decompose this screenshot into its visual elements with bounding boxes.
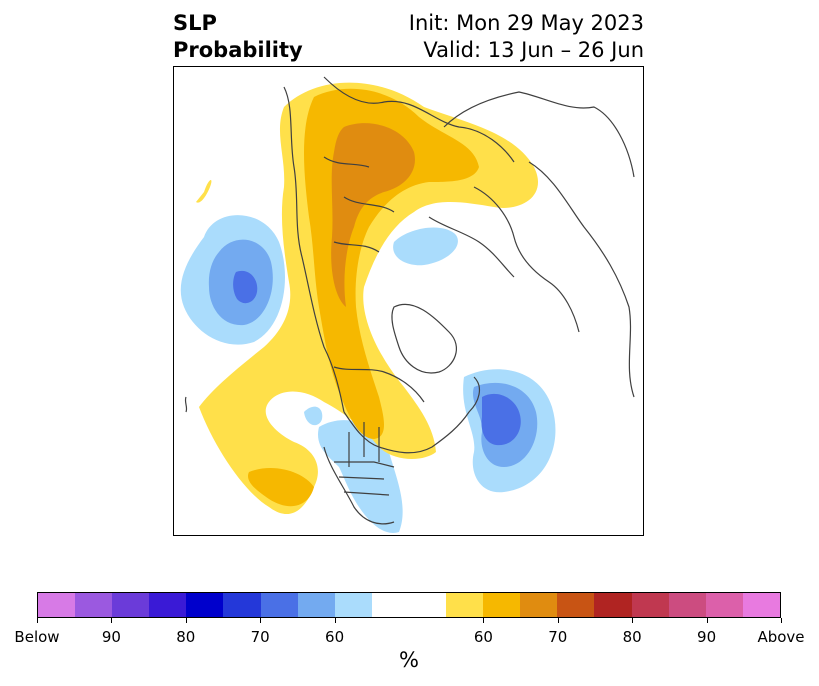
- colorbar-swatch: [483, 593, 521, 617]
- colorbar-tick-mark: [781, 618, 782, 623]
- atlantic-low-dark: [481, 393, 521, 446]
- colorbar-swatch: [186, 593, 224, 617]
- coastlines: [184, 76, 635, 525]
- title-line-1: SLP: [173, 11, 217, 35]
- colorbar-swatch: [668, 593, 706, 617]
- orange-pacific: [248, 467, 314, 507]
- colorbar-swatch: [149, 593, 187, 617]
- colorbar-tick-mark: [632, 618, 634, 623]
- colorbar-swatch: [705, 593, 743, 617]
- colorbar-swatch: [260, 593, 298, 617]
- colorbar-swatch: [297, 593, 335, 617]
- colorbar-tick-label: 70: [548, 628, 568, 646]
- colorbar-swatch: [38, 593, 76, 617]
- colorbar-tick-label: 70: [250, 628, 270, 646]
- map-title: SLP Probability: [173, 10, 303, 64]
- colorbar-tick-mark: [37, 618, 38, 623]
- colorbar-tick-mark: [111, 618, 113, 623]
- probability-map: [173, 66, 644, 536]
- arctic-blue: [393, 227, 458, 266]
- colorbar-swatch: [112, 593, 150, 617]
- colorbar-tick-label: 90: [697, 628, 717, 646]
- colorbar-swatch: [334, 593, 372, 617]
- colorbar-tick-label: 80: [622, 628, 642, 646]
- colorbar-swatch: [742, 593, 780, 617]
- colorbar-tick-label: 80: [176, 628, 196, 646]
- colorbar-swatch: [557, 593, 595, 617]
- colorbar-swatch: [75, 593, 113, 617]
- above-normal-dark-orange: [331, 123, 415, 307]
- colorbar-swatch: [223, 593, 261, 617]
- colorbar-tick-label: 60: [325, 628, 345, 646]
- colorbar-tick-label: Below: [14, 628, 60, 646]
- colorbar-tick-mark: [334, 618, 336, 623]
- map-canvas: [180, 76, 635, 533]
- colorbar-tick-mark: [483, 618, 485, 623]
- colorbar-swatch: [520, 593, 558, 617]
- colorbar-swatch: [371, 593, 447, 617]
- yellow-sliver: [196, 180, 212, 203]
- colorbar-tick-label: 90: [101, 628, 121, 646]
- above-normal-yellow: [199, 82, 539, 515]
- colorbar-swatch: [594, 593, 632, 617]
- colorbar-tick-mark: [260, 618, 262, 623]
- colorbar-tick-label: 60: [473, 628, 493, 646]
- colorbar: [37, 592, 781, 618]
- valid-range: Valid: 13 Jun – 26 Jun: [423, 38, 644, 62]
- init-date: Init: Mon 29 May 2023: [408, 11, 644, 35]
- pacific-low-dark: [233, 270, 258, 304]
- title-line-2: Probability: [173, 38, 303, 62]
- us-blue-west: [304, 406, 323, 426]
- colorbar-swatch: [446, 593, 484, 617]
- colorbar-unit-label: %: [399, 648, 419, 672]
- colorbar-tick-label: Above: [757, 628, 805, 646]
- date-info: Init: Mon 29 May 2023 Valid: 13 Jun – 26…: [409, 10, 644, 64]
- colorbar-tick-mark: [557, 618, 559, 623]
- colorbar-swatch: [631, 593, 669, 617]
- colorbar-tick-mark: [706, 618, 708, 623]
- colorbar-tick-mark: [185, 618, 187, 623]
